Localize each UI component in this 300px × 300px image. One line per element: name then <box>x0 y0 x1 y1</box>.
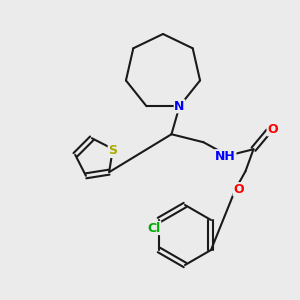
Text: NH: NH <box>215 150 236 163</box>
Text: O: O <box>233 183 244 196</box>
Text: N: N <box>174 100 185 113</box>
Text: Cl: Cl <box>147 221 161 235</box>
Text: O: O <box>267 123 278 136</box>
Text: S: S <box>108 144 117 158</box>
